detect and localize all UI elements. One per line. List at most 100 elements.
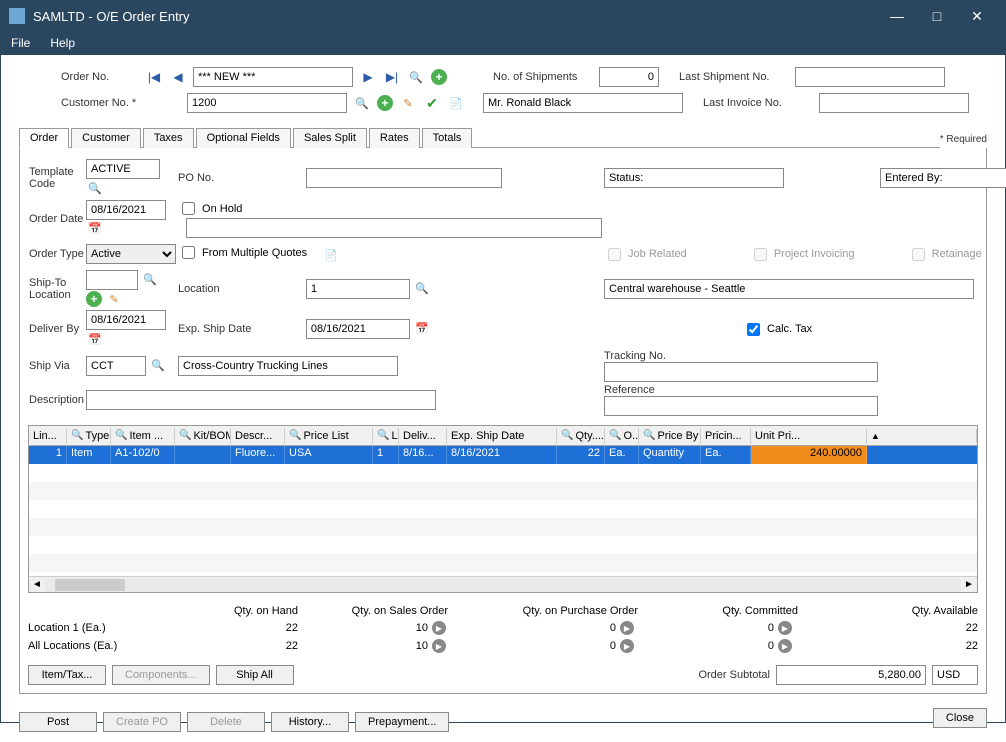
- tab-optional[interactable]: Optional Fields: [196, 128, 291, 148]
- tab-order[interactable]: Order: [19, 128, 69, 148]
- all-comm-drill-icon[interactable]: ▶: [778, 639, 792, 653]
- tab-rates[interactable]: Rates: [369, 128, 420, 148]
- tab-taxes[interactable]: Taxes: [143, 128, 194, 148]
- expship-calendar-icon[interactable]: 📅: [413, 320, 431, 338]
- ordertype-select[interactable]: Active: [86, 244, 176, 264]
- grid-cell-1[interactable]: Item: [67, 446, 111, 464]
- orderdate-calendar-icon[interactable]: 📅: [86, 220, 104, 238]
- customer-lookup-icon[interactable]: 🔍: [353, 94, 371, 112]
- loc-po-drill-icon[interactable]: ▶: [620, 621, 634, 635]
- orderdate-input[interactable]: [86, 200, 166, 220]
- grid-col-lookup-icon[interactable]: 🔍: [609, 430, 621, 441]
- grid-col-lookup-icon[interactable]: 🔍: [561, 430, 573, 441]
- grid-caret-icon[interactable]: ▲: [867, 429, 977, 443]
- grid-col-8[interactable]: Exp. Ship Date: [447, 428, 557, 444]
- calctax-checkbox[interactable]: Calc. Tax: [743, 320, 812, 339]
- all-po-drill-icon[interactable]: ▶: [620, 639, 634, 653]
- tab-customer[interactable]: Customer: [71, 128, 141, 148]
- grid-col-lookup-icon[interactable]: 🔍: [71, 430, 83, 441]
- shipvia-input[interactable]: [86, 356, 146, 376]
- onhold-checkbox[interactable]: On Hold: [178, 199, 242, 218]
- grid-cell-0[interactable]: 1: [29, 446, 67, 464]
- grid-col-9[interactable]: 🔍Qty....: [557, 428, 605, 444]
- shipto-input[interactable]: [86, 270, 138, 290]
- menu-help[interactable]: Help: [50, 36, 75, 50]
- ref-input[interactable]: [604, 396, 878, 416]
- grid-col-13[interactable]: Unit Pri...: [751, 428, 867, 444]
- shipvia-lookup-icon[interactable]: 🔍: [149, 357, 167, 375]
- grid-col-lookup-icon[interactable]: 🔍: [643, 430, 655, 441]
- minimize-button[interactable]: —: [877, 1, 917, 31]
- scroll-track[interactable]: [45, 578, 961, 592]
- grid-col-5[interactable]: 🔍Price List: [285, 428, 373, 444]
- shipto-lookup-icon[interactable]: 🔍: [141, 271, 159, 289]
- deliver-input[interactable]: [86, 310, 166, 330]
- po-input[interactable]: [306, 168, 502, 188]
- grid-row-1[interactable]: 1ItemA1-102/0Fluore...USA18/16...8/16/20…: [29, 446, 977, 464]
- grid-col-12[interactable]: Pricin...: [701, 428, 751, 444]
- shipall-button[interactable]: Ship All: [216, 665, 294, 685]
- prepayment-button[interactable]: Prepayment...: [355, 712, 449, 732]
- grid-cell-9[interactable]: 22: [557, 446, 605, 464]
- post-button[interactable]: Post: [19, 712, 97, 732]
- grid-scrollbar[interactable]: ◄ ►: [29, 576, 977, 592]
- shipto-new-icon[interactable]: +: [86, 291, 102, 307]
- grid-col-0[interactable]: Lin...: [29, 428, 67, 444]
- grid-cell-4[interactable]: Fluore...: [231, 446, 285, 464]
- history-button[interactable]: History...: [271, 712, 349, 732]
- location-lookup-icon[interactable]: 🔍: [413, 280, 431, 298]
- grid-col-lookup-icon[interactable]: 🔍: [179, 430, 191, 441]
- grid-cell-8[interactable]: 8/16/2021: [447, 446, 557, 464]
- new-customer-icon[interactable]: +: [377, 95, 393, 111]
- grid-col-lookup-icon[interactable]: 🔍: [377, 430, 389, 441]
- grid-col-3[interactable]: 🔍Kit/BOM: [175, 428, 231, 444]
- grid-cell-13[interactable]: 240.00000: [751, 446, 867, 464]
- scroll-left-icon[interactable]: ◄: [29, 579, 45, 590]
- edit-customer-icon[interactable]: ✎: [399, 94, 417, 112]
- grid-col-6[interactable]: 🔍L...: [373, 428, 399, 444]
- shipments-input[interactable]: [599, 67, 659, 87]
- tracking-input[interactable]: [604, 362, 878, 382]
- grid-cell-3[interactable]: [175, 446, 231, 464]
- grid-col-lookup-icon[interactable]: 🔍: [115, 430, 127, 441]
- multiquotes-checkbox[interactable]: From Multiple Quotes: [178, 243, 307, 262]
- doc-icon[interactable]: 📄: [447, 94, 465, 112]
- grid-col-2[interactable]: 🔍Item ...: [111, 428, 175, 444]
- check-icon[interactable]: ✔: [423, 94, 441, 112]
- new-order-icon[interactable]: +: [431, 69, 447, 85]
- customer-no-input[interactable]: [187, 93, 347, 113]
- grid-cell-10[interactable]: Ea.: [605, 446, 639, 464]
- template-lookup-icon[interactable]: 🔍: [86, 179, 104, 197]
- close-button[interactable]: Close: [933, 708, 987, 728]
- grid-cell-11[interactable]: Quantity: [639, 446, 701, 464]
- all-sales-drill-icon[interactable]: ▶: [432, 639, 446, 653]
- grid-cell-7[interactable]: 8/16...: [399, 446, 447, 464]
- scroll-thumb[interactable]: [55, 579, 125, 591]
- close-window-button[interactable]: ✕: [957, 1, 997, 31]
- maximize-button[interactable]: □: [917, 1, 957, 31]
- location-input[interactable]: [306, 279, 410, 299]
- tab-totals[interactable]: Totals: [422, 128, 473, 148]
- order-no-input[interactable]: [193, 67, 353, 87]
- grid-col-4[interactable]: Descr...: [231, 428, 285, 444]
- grid-cell-2[interactable]: A1-102/0: [111, 446, 175, 464]
- first-record-icon[interactable]: |◀: [145, 68, 163, 86]
- loc-comm-drill-icon[interactable]: ▶: [778, 621, 792, 635]
- next-record-icon[interactable]: ▶: [359, 68, 377, 86]
- expship-input[interactable]: [306, 319, 410, 339]
- menu-file[interactable]: File: [11, 36, 30, 50]
- last-record-icon[interactable]: ▶|: [383, 68, 401, 86]
- itemtax-button[interactable]: Item/Tax...: [28, 665, 106, 685]
- grid-col-10[interactable]: 🔍O...: [605, 428, 639, 444]
- template-input[interactable]: [86, 159, 160, 179]
- grid-col-lookup-icon[interactable]: 🔍: [289, 430, 301, 441]
- desc-input[interactable]: [86, 390, 436, 410]
- prev-record-icon[interactable]: ◀: [169, 68, 187, 86]
- deliver-calendar-icon[interactable]: 📅: [86, 330, 104, 348]
- grid-cell-5[interactable]: USA: [285, 446, 373, 464]
- tab-salessplit[interactable]: Sales Split: [293, 128, 367, 148]
- grid-cell-12[interactable]: Ea.: [701, 446, 751, 464]
- grid-col-7[interactable]: Deliv...: [399, 428, 447, 444]
- order-lookup-icon[interactable]: 🔍: [407, 68, 425, 86]
- loc-sales-drill-icon[interactable]: ▶: [432, 621, 446, 635]
